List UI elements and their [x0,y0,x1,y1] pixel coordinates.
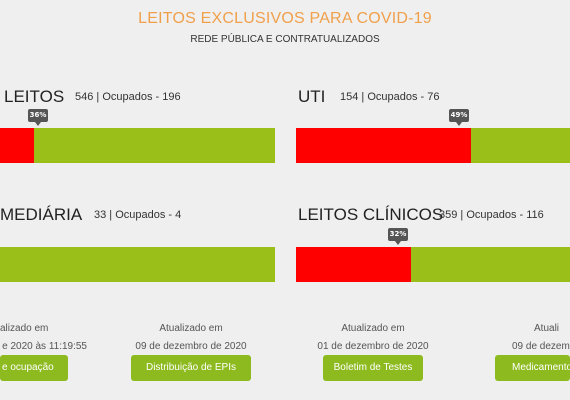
uti-occupancy-tag: 49% [449,109,469,126]
page-subtitle: REDE PÚBLICA E CONTRATUALIZADOS [190,34,380,45]
uti-panel-stats: 154 | Ocupados - 76 [340,91,440,103]
uti-occupancy-bar [296,128,570,163]
medicamentos-button[interactable]: Medicamento [495,355,570,381]
intermediaria-panel-stats: 33 | Ocupados - 4 [94,209,182,221]
update-label: Atualizado em [341,323,405,334]
intermediaria-panel-title: MEDIÁRIA [0,205,83,224]
clinicos-panel-stats: 359 | Ocupados - 116 [439,209,544,221]
clinicos-occupancy-tag: 32% [388,228,408,245]
update-date: 01 de dezembro de 2020 [317,341,429,352]
distribuicao-epis-button[interactable]: Distribuição de EPIs [131,355,251,381]
clinicos-occupied-fill [296,247,411,282]
clinicos-panel-title: LEITOS CLÍNICOS [298,205,444,224]
update-label: Atuali [534,323,560,334]
update-date: 09 de dezemb [512,341,570,352]
clinicos-occupancy-bar [296,247,570,282]
update-label: Atualizado em [159,323,223,334]
leitos-occupied-fill [0,128,34,163]
uti-panel-title: UTI [298,87,326,106]
boletim-testes-button[interactable]: Boletim de Testes [323,355,423,381]
update-date: e 2020 às 11:19:55 [2,341,87,352]
leitos-occupancy-bar [0,128,275,163]
leitos-panel-title: LEITOS [4,87,65,106]
uti-occupied-fill [296,128,472,163]
ocupacao-button[interactable]: e ocupação [0,355,68,381]
leitos-panel-stats: 546 | Ocupados - 196 [75,91,181,103]
page-title: LEITOS EXCLUSIVOS PARA COVID-19 [138,10,432,27]
update-label: alizado em [0,323,49,334]
update-date: 09 de dezembro de 2020 [135,341,247,352]
leitos-occupancy-tag: 36% [28,109,48,126]
intermediaria-occupancy-bar [0,247,275,282]
